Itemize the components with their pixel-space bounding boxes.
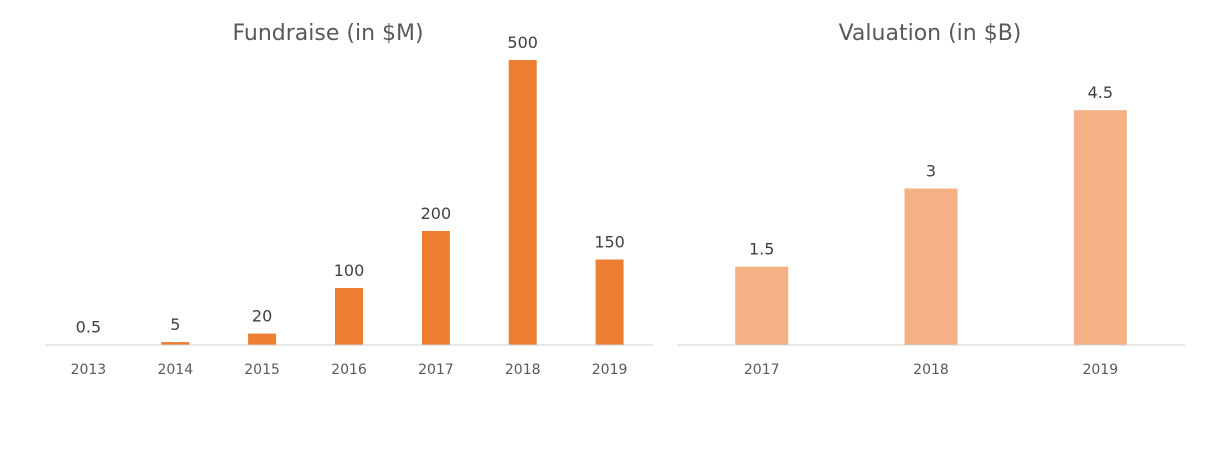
valuation-data-label-2017: 1.5 [749,240,774,259]
fundraise-data-label-2014: 5 [170,315,180,334]
valuation-tick-label-2018: 2018 [913,362,949,378]
fundraise-bars [74,60,624,345]
fundraise-tick-label-2016: 2016 [331,362,367,378]
valuation-bar-2019 [1073,110,1127,345]
fundraise-bar-2017 [421,231,450,345]
fundraise-chart-title: Fundraise (in $M) [232,21,423,46]
valuation-tick-label-2019: 2019 [1082,362,1118,378]
valuation-x-ticks: 2017 2018 2019 [744,362,1118,378]
valuation-chart-title: Valuation (in $B) [839,21,1022,46]
fundraise-data-label-2016: 100 [334,261,365,280]
fundraise-tick-label-2018: 2018 [505,362,541,378]
fundraise-tick-label-2019: 2019 [592,362,628,378]
fundraise-data-label-2018: 500 [507,33,538,52]
fundraise-bar-2018 [508,60,537,345]
fundraise-tick-label-2017: 2017 [418,362,454,378]
valuation-data-labels: 1.5 3 4.5 [749,83,1113,259]
fundraise-data-label-2019: 150 [594,233,625,252]
fundraise-data-label-2017: 200 [421,204,452,223]
fundraise-bar-2019 [595,259,624,345]
valuation-data-label-2019: 4.5 [1088,83,1113,102]
fundraise-bar-2014 [161,342,190,345]
valuation-bar-2017 [735,266,789,345]
fundraise-tick-label-2015: 2015 [244,362,280,378]
fundraise-tick-label-2014: 2014 [157,362,193,378]
valuation-chart: Valuation (in $B) 1.5 3 4.5 2017 2018 2019 [677,21,1185,378]
fundraise-x-ticks: 2013 2014 2015 2016 2017 2018 2019 [71,362,628,378]
fundraise-chart: Fundraise (in $M) 0.5 5 20 100 200 500 150 201… [45,21,653,378]
valuation-bars [735,110,1127,345]
fundraise-bar-2015 [248,333,277,345]
fundraise-data-label-2015: 20 [252,307,272,326]
fundraise-data-labels: 0.5 5 20 100 200 500 150 [76,33,625,337]
valuation-tick-label-2017: 2017 [744,362,780,378]
fundraise-tick-label-2013: 2013 [71,362,107,378]
valuation-bar-2018 [904,188,958,345]
valuation-data-label-2018: 3 [926,162,936,181]
fundraise-data-label-2013: 0.5 [76,318,101,337]
fundraise-bar-2016 [335,288,363,345]
